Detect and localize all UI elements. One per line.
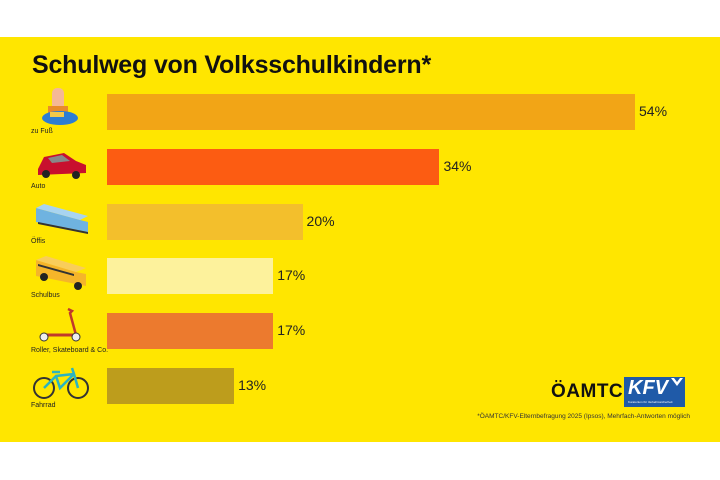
bicycle-icon [33, 367, 89, 399]
train-icon [36, 203, 88, 234]
infographic-panel: Schulweg von Volksschulkindern* zu Fuß 54… [0, 37, 720, 442]
bar-row: zu Fuß 54% [0, 88, 720, 135]
bar-row: Roller, Skateboard & Co. 17% [0, 308, 720, 354]
school-bus-icon [36, 256, 86, 291]
kfv-logo-text: KFV [628, 377, 668, 399]
bar-row: Fahrrad 13% [0, 367, 720, 409]
kfv-logo-subtitle: Kuratorium für Verkehrssicherheit [628, 400, 673, 404]
bar-row: Öffis 20% [0, 203, 720, 245]
data-label: 54% [639, 103, 668, 119]
oamtc-logo: ÖAMTC [551, 381, 624, 402]
data-label: 17% [277, 322, 306, 339]
walking-feet-icon [42, 88, 78, 125]
bar [107, 313, 274, 350]
logos: ÖAMTC KFV Kuratorium für Verkehrssicherh… [551, 377, 691, 407]
data-label: 20% [306, 212, 335, 229]
bar [107, 203, 303, 240]
category-label: Öffis [31, 237, 46, 245]
category-label: Fahrrad [31, 402, 56, 409]
bar [107, 258, 274, 295]
chart-title: Schulweg von Volksschulkindern* [32, 51, 431, 79]
kfv-logo: KFV Kuratorium für Verkehrssicherheit [624, 377, 685, 407]
category-label: zu Fuß [31, 128, 53, 135]
category-label: Roller, Skateboard & Co. [31, 347, 109, 355]
kfv-chevron-icon [671, 378, 683, 386]
category-label: Schulbus [31, 292, 60, 300]
bar [107, 148, 440, 185]
scooter-icon [39, 308, 81, 342]
bar-row: Schulbus 17% [0, 256, 720, 299]
bar [107, 94, 635, 130]
data-label: 13% [238, 377, 267, 393]
data-label: 34% [443, 157, 472, 174]
bar [107, 368, 235, 404]
category-label: Auto [31, 182, 46, 190]
car-icon [38, 152, 86, 179]
footnote: *ÖAMTC/KFV-Elternbefragung 2025 (Ipsos),… [477, 413, 690, 420]
bar-row: Auto 34% [0, 148, 720, 190]
data-label: 17% [277, 267, 306, 284]
